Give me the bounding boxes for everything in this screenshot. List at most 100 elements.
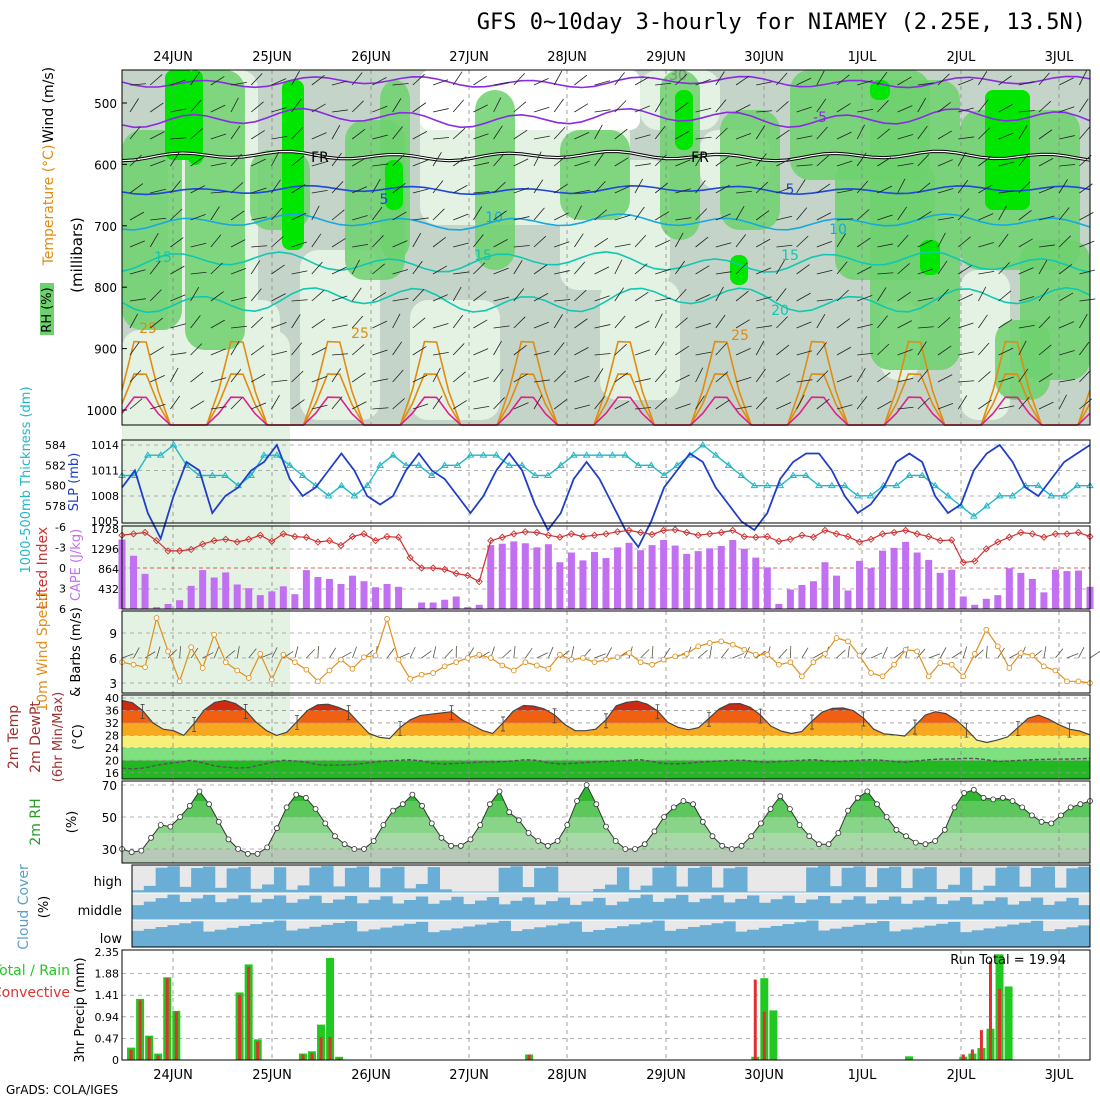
wind-barb (856, 209, 870, 221)
rh-point (264, 844, 271, 851)
wind-speed-point (326, 667, 333, 674)
cloud-cell (202, 866, 216, 893)
wind-barb (1018, 368, 1029, 383)
lifted-index-point (671, 526, 679, 534)
wind-speed-point (1052, 667, 1059, 674)
wind-barb (170, 152, 180, 167)
contour-label: 15 (781, 248, 799, 264)
wind-barb (129, 98, 139, 113)
wind-barb (150, 131, 165, 140)
wind-barb (149, 261, 161, 275)
rh-point (738, 842, 745, 849)
wind-barb (1079, 126, 1091, 140)
wind-barb (190, 287, 200, 302)
wind-barb (856, 124, 865, 140)
wind-barb (1059, 106, 1075, 113)
wind-barb (594, 209, 608, 221)
wind-speed-point (833, 635, 840, 641)
cape-bar (498, 543, 506, 609)
rh-dry-region (410, 300, 500, 420)
wind-barb (978, 71, 988, 86)
lifted-index-point (1051, 530, 1060, 538)
wind-barb (230, 239, 246, 248)
date-label: 24JUN (153, 1068, 193, 1083)
wind-barb (634, 76, 650, 86)
wind-barb (715, 127, 728, 140)
date-label: 3JUL (1045, 50, 1075, 65)
rh-point (835, 830, 842, 836)
minmax-bar (346, 705, 351, 721)
wind-speed-point (349, 665, 356, 672)
temperature-contour (121, 250, 1091, 274)
cloud-cell (463, 891, 476, 893)
slp-axis-label: SLP (mb) (67, 453, 82, 512)
wind-barb (493, 239, 508, 248)
wind-barb (847, 646, 850, 659)
wind-barb (917, 125, 928, 140)
wind-barb (655, 268, 671, 275)
cloud-cell (1030, 920, 1044, 947)
contour-label: 25 (139, 321, 157, 337)
lifted-index-point (129, 530, 138, 538)
cloud-cell (238, 925, 251, 947)
wind-barb (857, 266, 872, 275)
wind-barb (513, 129, 528, 140)
cloud-cell (1078, 866, 1091, 893)
lifted-index-point (337, 541, 345, 550)
cloud-cell (202, 931, 216, 947)
cloud-cell (711, 923, 724, 947)
wind-speed-point (902, 646, 909, 653)
rh-band (122, 801, 1090, 817)
lifted-index-point (1028, 530, 1037, 538)
wind-barb (605, 647, 612, 659)
cloud-cell (628, 889, 642, 893)
wind-barb (291, 241, 307, 248)
wind-barb (654, 369, 666, 383)
wind-barb (536, 652, 548, 659)
cloud-cell (498, 920, 511, 947)
lifted-index-point (510, 530, 518, 538)
wind-barb (202, 652, 214, 659)
rh-moist-region (475, 90, 515, 270)
wind-barb (372, 378, 389, 383)
lifted-index-point (314, 538, 322, 546)
wind-barb (533, 78, 549, 86)
rh-point (196, 788, 203, 795)
thickness-point (169, 441, 178, 448)
wind-speed-point (787, 659, 794, 666)
wind-barb (654, 98, 664, 113)
cloud-cell (486, 891, 500, 893)
date-label: 30JUN (744, 1068, 784, 1083)
lifted-index-point (982, 545, 990, 553)
wind-barb (796, 135, 813, 140)
wind-speed-point (361, 654, 367, 661)
minmax-bar (552, 708, 557, 724)
wind-barb (594, 266, 610, 275)
wind-barb (533, 264, 548, 275)
precip-convective-bar (970, 1049, 974, 1060)
cloud-cell (285, 930, 299, 947)
lifted-index-point (417, 564, 426, 572)
wind-barb (594, 180, 606, 194)
cloud-cell (321, 924, 334, 947)
thickness-point (518, 461, 526, 468)
rh-point (757, 820, 764, 827)
cloud-cell (309, 926, 322, 947)
cloud-cell (959, 867, 973, 893)
wind-barb (735, 206, 745, 221)
cloud-axis-label: (%) (37, 896, 52, 919)
wind-barb (352, 186, 368, 194)
cape-bar (786, 589, 794, 609)
cloud-cell (640, 894, 653, 920)
wind-barb (170, 79, 186, 86)
cloud-cell (214, 887, 228, 893)
cape-bar (832, 575, 840, 609)
wind-barb (210, 133, 227, 140)
wind-speed-point (510, 667, 517, 674)
cape-bar (164, 603, 172, 609)
cloud-cell (1066, 897, 1079, 920)
thickness-point (1008, 491, 1017, 499)
wind-barb (311, 376, 327, 383)
wind-barb (1018, 296, 1035, 302)
wind-barb (553, 70, 563, 86)
